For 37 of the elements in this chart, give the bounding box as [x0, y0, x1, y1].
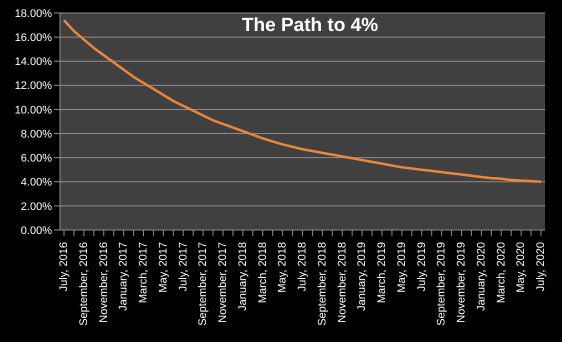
- x-tick-label: January, 2017: [118, 242, 130, 311]
- chart-title: The Path to 4%: [240, 15, 380, 37]
- x-tick-label: May, 2018: [276, 242, 289, 293]
- x-tick-label: July, 2020: [535, 242, 547, 292]
- x-tick-label: November, 2017: [217, 242, 229, 323]
- x-tick-label: March, 2018: [256, 242, 269, 304]
- x-tick-label: July, 2016: [58, 242, 70, 292]
- x-tick-label: May, 2017: [157, 242, 170, 293]
- x-tick-label: March, 2019: [376, 242, 388, 304]
- x-tick-label: July, 2018: [296, 242, 308, 292]
- x-tick-label: November, 2018: [336, 242, 348, 323]
- x-tick-label: January, 2020: [475, 242, 488, 311]
- x-tick-label: January, 2019: [356, 242, 368, 311]
- x-tick-label: November, 2016: [98, 242, 110, 323]
- y-tick-label: 6.00%: [20, 152, 52, 165]
- y-tick-label: 16.00%: [14, 32, 52, 44]
- x-tick-label: September, 2019: [436, 242, 448, 326]
- x-tick-label: September, 2017: [197, 242, 210, 326]
- x-tick-label: September, 2018: [316, 242, 328, 326]
- y-tick-label: 0.00%: [20, 224, 52, 237]
- y-tick-label: 10.00%: [14, 104, 52, 116]
- x-tick-label: September, 2016: [78, 242, 90, 326]
- y-tick-label: 2.00%: [20, 200, 52, 213]
- line-series: [62, 18, 542, 184]
- x-tick-label: March, 2020: [495, 242, 508, 304]
- x-tick-label: May, 2019: [396, 242, 408, 293]
- y-tick-label: 8.00%: [20, 128, 52, 140]
- x-tick-label: May, 2020: [515, 242, 528, 293]
- x-tick-label: July, 2019: [416, 242, 428, 292]
- x-tick-label: July, 2017: [177, 242, 190, 292]
- x-tick-label: January, 2018: [236, 242, 249, 311]
- x-tick-label: March, 2017: [138, 242, 150, 304]
- y-tick-label: 4.00%: [20, 176, 52, 189]
- x-tick-label: November, 2019: [456, 242, 468, 323]
- y-tick-label: 12.00%: [14, 80, 52, 92]
- y-tick-label: 14.00%: [14, 56, 52, 68]
- y-tick-label: 18.00%: [14, 8, 52, 20]
